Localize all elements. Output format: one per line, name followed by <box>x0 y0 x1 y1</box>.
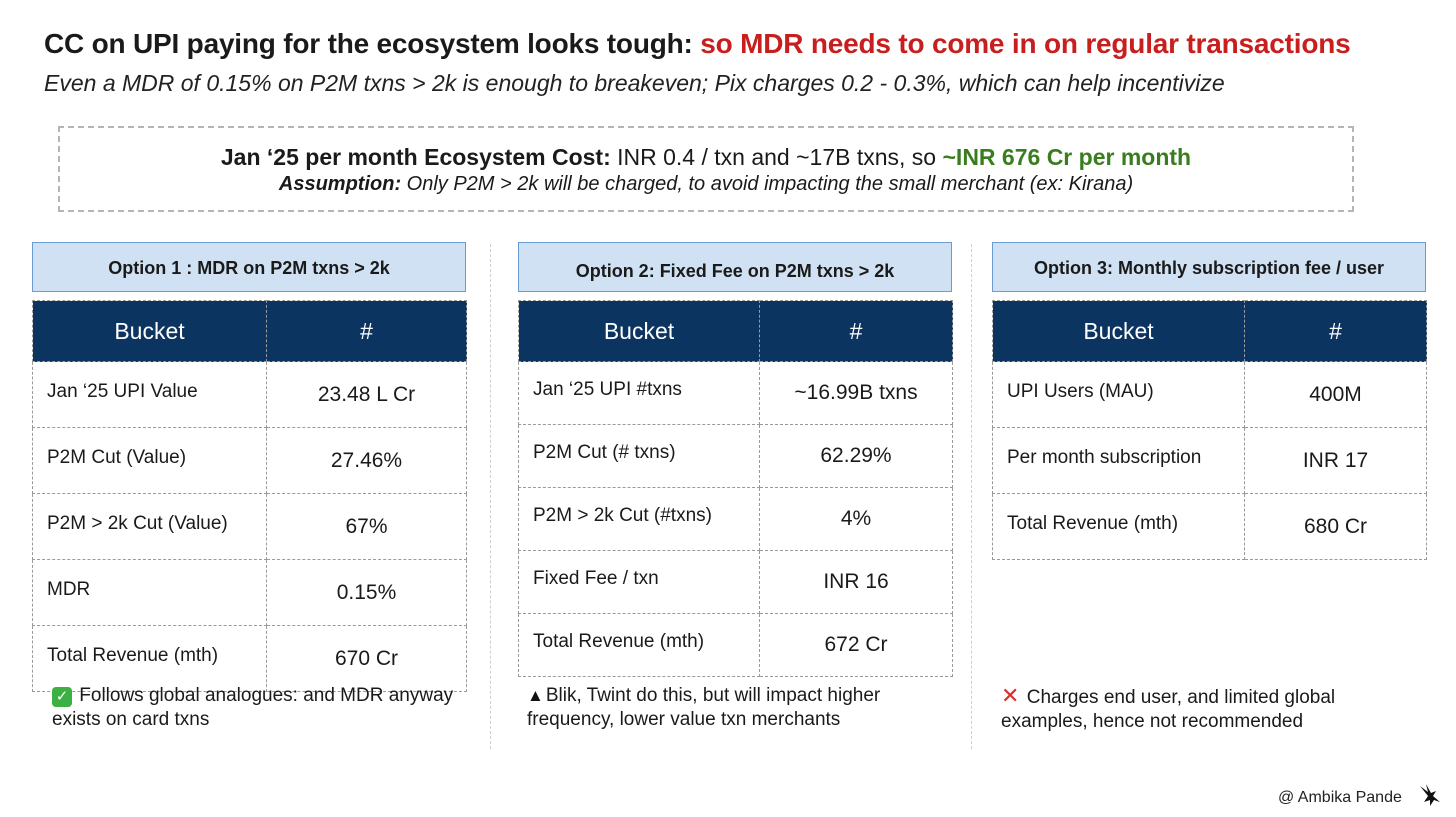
option-3-title: Option 3: Monthly subscription fee / use… <box>992 242 1426 292</box>
row-label: P2M > 2k Cut (#txns) <box>518 487 760 551</box>
row-label: MDR <box>32 559 267 626</box>
row-label: Total Revenue (mth) <box>518 613 760 677</box>
bucket-column-header: Bucket <box>518 300 760 362</box>
row-value: INR 16 <box>759 550 953 614</box>
row-label: P2M Cut (Value) <box>32 427 267 494</box>
table-row: Jan ‘25 UPI Value 23.48 L Cr <box>32 361 467 428</box>
assumption-line: Assumption: Only P2M > 2k will be charge… <box>60 173 1352 196</box>
row-value: 0.15% <box>266 559 467 626</box>
option-2-table: Bucket # Jan ‘25 UPI #txns ~16.99B txns P… <box>518 300 953 677</box>
row-value: ~16.99B txns <box>759 361 953 425</box>
row-value: 672 Cr <box>759 613 953 677</box>
title-part1: CC on UPI paying for the ecosystem looks… <box>44 28 701 59</box>
assumption-box: Jan ‘25 per month Ecosystem Cost: INR 0.… <box>58 126 1354 212</box>
table-row: P2M Cut (# txns) 62.29% <box>518 424 953 488</box>
option-3-panel: Option 3: Monthly subscription fee / use… <box>992 242 1427 560</box>
row-label: Total Revenue (mth) <box>992 493 1245 560</box>
row-label: Jan ‘25 UPI Value <box>32 361 267 428</box>
option-3-table: Bucket # UPI Users (MAU) 400M Per month s… <box>992 300 1427 560</box>
value-column-header: # <box>1244 300 1427 362</box>
option-2-panel: Option 2: Fixed Fee on P2M txns > 2k Buc… <box>518 242 953 677</box>
option-1-panel: Option 1 : MDR on P2M txns > 2k Bucket #… <box>32 242 467 692</box>
table-row: Total Revenue (mth) 670 Cr <box>32 625 467 692</box>
option-1-note: ✓ Follows global analogues: and MDR anyw… <box>52 684 472 732</box>
row-value: 62.29% <box>759 424 953 488</box>
row-label: UPI Users (MAU) <box>992 361 1245 428</box>
value-column-header: # <box>759 300 953 362</box>
cross-icon: ✕ <box>1001 683 1020 708</box>
option-3-note-text: Charges end user, and limited global exa… <box>1001 687 1336 732</box>
row-value: INR 17 <box>1244 427 1427 494</box>
row-value: 67% <box>266 493 467 560</box>
page-title: CC on UPI paying for the ecosystem looks… <box>44 28 1424 60</box>
table-row: Fixed Fee / txn INR 16 <box>518 550 953 614</box>
row-label: Fixed Fee / txn <box>518 550 760 614</box>
column-divider <box>490 244 491 749</box>
row-label: Total Revenue (mth) <box>32 625 267 692</box>
column-divider <box>971 244 972 749</box>
table-row: Total Revenue (mth) 672 Cr <box>518 613 953 677</box>
row-label: P2M > 2k Cut (Value) <box>32 493 267 560</box>
bucket-column-header: Bucket <box>992 300 1245 362</box>
option-2-note: ▲ Blik, Twint do this, but will impact hi… <box>527 684 947 732</box>
option-1-title: Option 1 : MDR on P2M txns > 2k <box>32 242 466 292</box>
row-value: 27.46% <box>266 427 467 494</box>
table-row: Jan ‘25 UPI #txns ~16.99B txns <box>518 361 953 425</box>
table-row: P2M > 2k Cut (#txns) 4% <box>518 487 953 551</box>
cost-label: Jan ‘25 per month Ecosystem Cost: <box>220 144 611 170</box>
option-2-title: Option 2: Fixed Fee on P2M txns > 2k <box>518 242 952 292</box>
author-credit: @ Ambika Pande <box>1278 789 1402 806</box>
row-value: 4% <box>759 487 953 551</box>
row-value: 670 Cr <box>266 625 467 692</box>
table-row: Total Revenue (mth) 680 Cr <box>992 493 1427 560</box>
cost-detail: INR 0.4 / txn and ~17B txns, so <box>610 144 943 170</box>
title-part2: so MDR needs to come in on regular trans… <box>700 28 1351 59</box>
option-1-note-text: Follows global analogues: and MDR anyway… <box>52 685 454 730</box>
ecosystem-cost-line: Jan ‘25 per month Ecosystem Cost: INR 0.… <box>60 144 1352 171</box>
bucket-column-header: Bucket <box>32 300 267 362</box>
option-1-table: Bucket # Jan ‘25 UPI Value 23.48 L Cr P2M… <box>32 300 467 692</box>
option-3-note: ✕ Charges end user, and limited global e… <box>1001 684 1421 734</box>
value-column-header: # <box>266 300 467 362</box>
row-value: 400M <box>1244 361 1427 428</box>
table-row: P2M > 2k Cut (Value) 67% <box>32 493 467 560</box>
triangle-icon: ▲ <box>527 686 544 705</box>
row-value: 23.48 L Cr <box>266 361 467 428</box>
option-2-note-text: Blik, Twint do this, but will impact hig… <box>527 685 881 730</box>
row-label: Jan ‘25 UPI #txns <box>518 361 760 425</box>
row-label: P2M Cut (# txns) <box>518 424 760 488</box>
bird-icon <box>1420 784 1440 806</box>
table-row: UPI Users (MAU) 400M <box>992 361 1427 428</box>
page-subtitle: Even a MDR of 0.15% on P2M txns > 2k is … <box>44 70 1225 96</box>
row-label: Per month subscription <box>992 427 1245 494</box>
assumption-label: Assumption: <box>278 173 402 195</box>
table-row: Per month subscription INR 17 <box>992 427 1427 494</box>
check-icon: ✓ <box>52 687 72 707</box>
table-row: P2M Cut (Value) 27.46% <box>32 427 467 494</box>
assumption-text: Only P2M > 2k will be charged, to avoid … <box>401 173 1134 195</box>
cost-total: ~INR 676 Cr per month <box>942 144 1192 170</box>
table-row: MDR 0.15% <box>32 559 467 626</box>
row-value: 680 Cr <box>1244 493 1427 560</box>
